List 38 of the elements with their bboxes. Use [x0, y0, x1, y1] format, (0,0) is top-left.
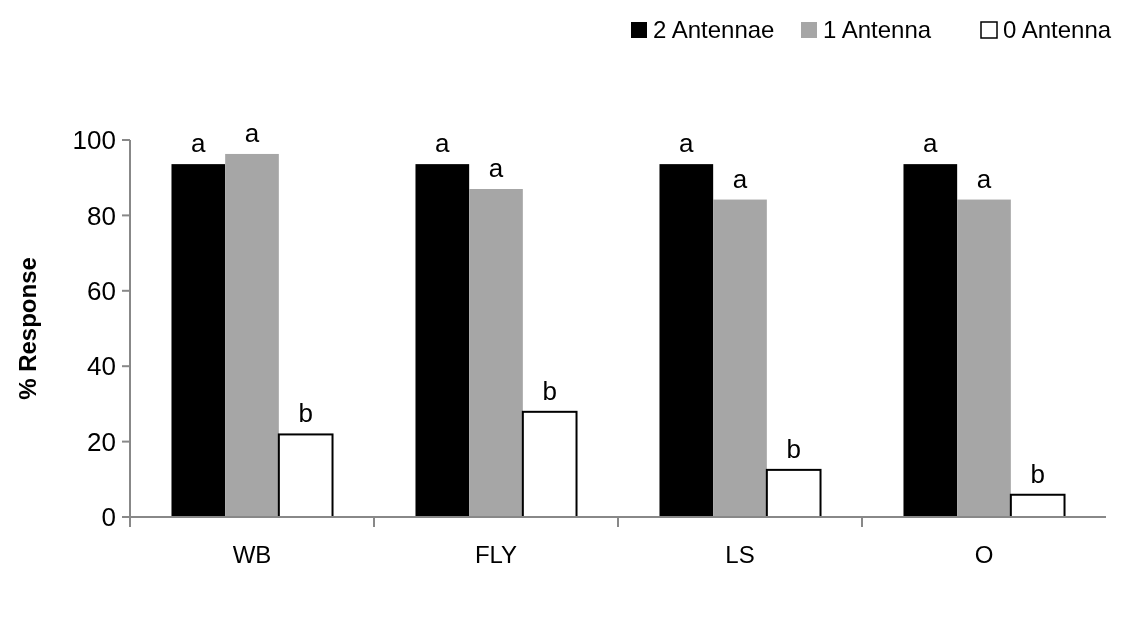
annotation: a: [976, 163, 992, 194]
legend-label: 0 Antenna: [1003, 16, 1112, 44]
legend-label: 2 Antennae: [653, 16, 775, 44]
bar: [957, 199, 1011, 517]
bar: [521, 410, 578, 518]
y-axis-title: % Response: [14, 257, 41, 400]
annotation: b: [542, 375, 557, 406]
annotation: b: [786, 433, 801, 464]
bar: [713, 199, 767, 517]
annotation: a: [679, 128, 695, 159]
annotation: a: [435, 128, 451, 159]
annotation: a: [488, 153, 504, 184]
bar: [1009, 493, 1066, 518]
bar: [659, 164, 714, 517]
y-tick-label: 60: [87, 275, 116, 306]
annotation: b: [298, 398, 313, 429]
x-tick-label: LS: [725, 541, 755, 568]
legend-label: 1 Antenna: [823, 16, 932, 44]
bar: [277, 433, 334, 518]
annotation: a: [244, 117, 260, 148]
y-tick-label: 80: [87, 200, 116, 231]
y-tick-label: 40: [87, 351, 116, 382]
bar: [225, 153, 279, 517]
x-tick-label: WB: [232, 541, 272, 568]
bar: [415, 164, 470, 517]
bar: [469, 189, 523, 517]
bar: [171, 164, 226, 517]
annotation: a: [923, 128, 939, 159]
bar: [765, 468, 822, 518]
y-tick-label: 100: [72, 125, 116, 156]
x-tick-label: O: [974, 541, 994, 568]
y-tick-label: 0: [101, 502, 116, 533]
y-tick-label: 20: [87, 426, 116, 457]
bar: [903, 164, 958, 517]
annotation: b: [1030, 458, 1045, 489]
x-tick-label: FLY: [474, 541, 518, 568]
annotation: a: [732, 163, 748, 194]
annotation: a: [191, 128, 207, 159]
